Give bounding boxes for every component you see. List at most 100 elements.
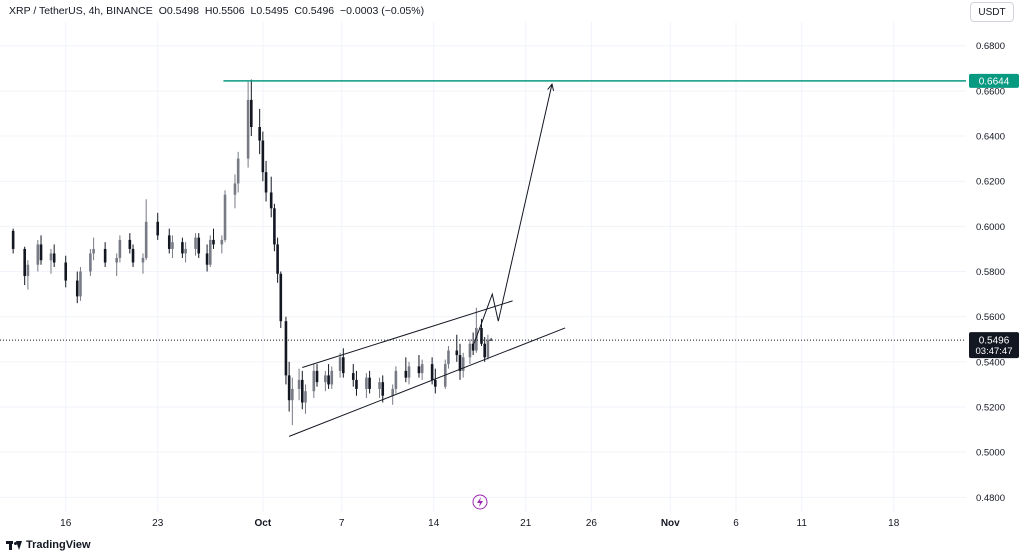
symbol-title[interactable]: XRP / TetherUS, 4h, BINANCE bbox=[9, 5, 153, 17]
candle-body bbox=[338, 357, 342, 371]
candle bbox=[246, 81, 250, 168]
candle bbox=[118, 235, 122, 263]
candle bbox=[141, 253, 145, 274]
price-tick-label: 0.6600 bbox=[976, 86, 1005, 97]
candle-body bbox=[461, 357, 465, 371]
candle-body bbox=[197, 237, 201, 254]
price-tick-label: 0.6000 bbox=[976, 222, 1005, 233]
projection-path[interactable] bbox=[472, 83, 553, 347]
candle-body bbox=[407, 366, 411, 378]
candle bbox=[264, 160, 268, 202]
time-tick-label: Oct bbox=[255, 518, 272, 529]
candle bbox=[461, 352, 465, 378]
candle-body bbox=[475, 327, 478, 351]
price-tick-label: 0.5800 bbox=[976, 267, 1005, 278]
candle-body bbox=[394, 370, 398, 389]
replay-icon[interactable] bbox=[472, 494, 488, 510]
candle-body bbox=[223, 194, 227, 240]
candle-body bbox=[378, 382, 381, 389]
candle bbox=[89, 248, 92, 277]
target-price-label: 0.6644 bbox=[979, 76, 1010, 87]
candle bbox=[236, 151, 240, 193]
candle bbox=[167, 228, 171, 254]
candle-body bbox=[89, 253, 92, 272]
ohlc-low: L0.5495 bbox=[250, 5, 289, 17]
candle-body bbox=[404, 370, 408, 378]
candle bbox=[355, 370, 358, 396]
candle bbox=[64, 255, 68, 288]
candle-body bbox=[258, 127, 261, 141]
candle-body bbox=[49, 253, 53, 261]
time-tick-label: 21 bbox=[520, 518, 532, 529]
candle-body bbox=[489, 339, 493, 341]
candle-body bbox=[279, 273, 283, 322]
candle bbox=[284, 316, 288, 385]
candle-body bbox=[79, 271, 82, 297]
candle bbox=[131, 244, 135, 267]
candle-body bbox=[458, 355, 462, 371]
candle bbox=[276, 237, 279, 283]
bar-countdown-label: 03:47:47 bbox=[976, 346, 1013, 357]
candle bbox=[144, 199, 148, 261]
tradingview-logo-icon bbox=[6, 540, 22, 550]
candle bbox=[11, 228, 15, 254]
candle-body bbox=[330, 370, 334, 385]
candle bbox=[378, 377, 381, 398]
candle-body bbox=[141, 257, 145, 263]
candle-body bbox=[23, 248, 26, 277]
price-tick-label: 0.5400 bbox=[976, 357, 1005, 368]
channel-lower-line[interactable] bbox=[288, 327, 566, 437]
time-tick-label: 18 bbox=[888, 518, 900, 529]
candle-body bbox=[167, 235, 171, 249]
candles bbox=[11, 79, 493, 426]
candle-body bbox=[128, 239, 132, 249]
candle bbox=[194, 233, 197, 256]
candle-body bbox=[52, 253, 56, 263]
candle-body bbox=[291, 388, 294, 401]
candle bbox=[471, 332, 475, 356]
channel-upper-line[interactable] bbox=[302, 300, 513, 368]
candle-body bbox=[276, 244, 279, 274]
candle-body bbox=[115, 257, 118, 263]
candle bbox=[197, 233, 201, 258]
candle-body bbox=[284, 321, 288, 376]
candle-body bbox=[315, 370, 319, 383]
candle bbox=[338, 352, 342, 378]
candle-body bbox=[391, 388, 394, 396]
candle bbox=[269, 176, 273, 218]
candle bbox=[223, 190, 227, 243]
candle bbox=[250, 79, 253, 137]
candle-body bbox=[486, 339, 490, 358]
tradingview-brand[interactable]: TradingView bbox=[6, 539, 91, 551]
candle-body bbox=[468, 343, 472, 358]
candle bbox=[291, 377, 294, 426]
candle bbox=[212, 228, 215, 249]
candle bbox=[327, 364, 330, 389]
candle bbox=[297, 368, 301, 401]
candle bbox=[36, 239, 40, 272]
ohlc-high: H0.5506 bbox=[204, 5, 245, 17]
candle-body bbox=[233, 183, 237, 195]
candle bbox=[279, 271, 283, 328]
price-tick-label: 0.6200 bbox=[976, 177, 1005, 188]
candle-body bbox=[342, 357, 345, 374]
current-price-badge bbox=[969, 332, 1019, 359]
candle-body bbox=[455, 350, 459, 356]
currency-button[interactable]: USDT bbox=[970, 2, 1014, 22]
candle bbox=[79, 267, 82, 301]
candle-body bbox=[447, 350, 450, 365]
candle-body bbox=[64, 262, 68, 281]
candle bbox=[420, 359, 424, 380]
candle-body bbox=[184, 248, 187, 254]
candle-body bbox=[39, 244, 43, 261]
time-tick-label: 6 bbox=[733, 518, 739, 529]
time-axis: 16 23 Oct 7 14 21 26 Nov 6 11 18 bbox=[60, 518, 900, 529]
time-tick-label: 7 bbox=[339, 518, 345, 529]
candle bbox=[103, 242, 107, 267]
candle bbox=[233, 174, 237, 209]
candle-body bbox=[92, 248, 95, 254]
candle bbox=[342, 348, 345, 378]
candle-body bbox=[434, 379, 437, 387]
candle-body bbox=[194, 237, 197, 249]
